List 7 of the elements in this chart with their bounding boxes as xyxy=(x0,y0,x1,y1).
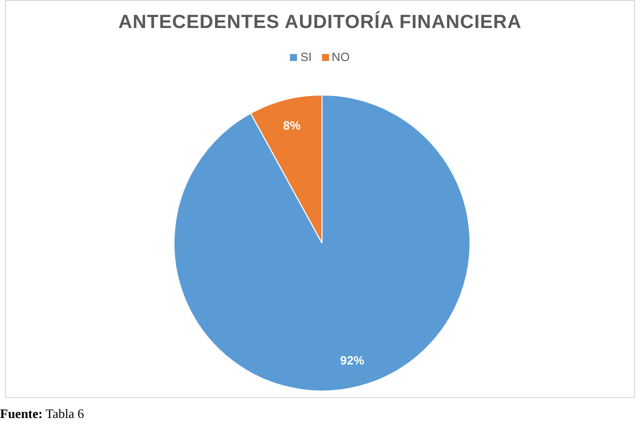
data-label: 92% xyxy=(340,354,365,368)
pie-slice xyxy=(174,94,470,392)
source-note: Fuente: Tabla 6 xyxy=(0,406,84,422)
chart-title: ANTECEDENTES AUDITORÍA FINANCIERA xyxy=(117,12,523,34)
legend-label: NO xyxy=(330,50,350,64)
legend-label: SI xyxy=(299,50,312,64)
data-label: 8% xyxy=(283,118,301,132)
